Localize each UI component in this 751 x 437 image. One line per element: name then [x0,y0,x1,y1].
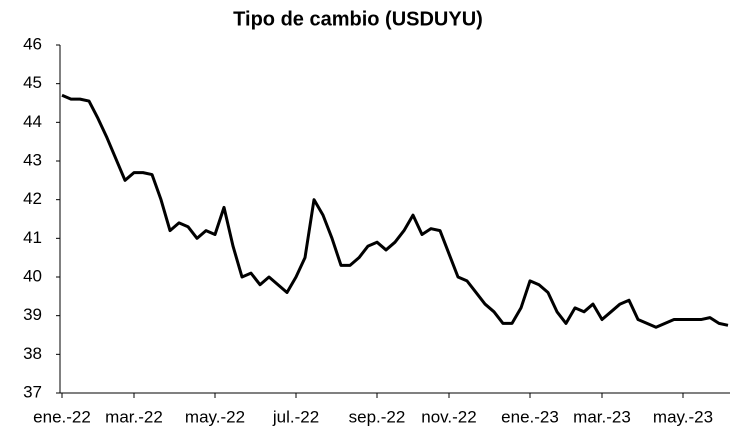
y-tick-label: 40 [23,266,42,285]
y-tick-label: 37 [23,382,42,401]
x-tick-label: mar.-22 [105,407,163,426]
y-tick-label: 38 [23,344,42,363]
x-tick-label: sep.-22 [349,407,406,426]
y-tick-label: 41 [23,228,42,247]
data-line [61,93,729,329]
y-tick-label: 44 [23,112,42,131]
y-tick-label: 43 [23,150,42,169]
y-tick-label: 46 [23,34,42,53]
y-tick-label: 45 [23,73,42,92]
x-tick-label: jul.-22 [272,407,319,426]
y-tick-label: 39 [23,305,42,324]
chart-title: Tipo de cambio (USDUYU) [233,8,483,30]
x-tick-label: ene.-22 [33,407,91,426]
x-tick-label: may.-23 [653,407,713,426]
x-tick-label: ene.-23 [501,407,559,426]
y-tick-label: 42 [23,189,42,208]
x-tick-label: may.-22 [185,407,245,426]
x-tick-label: mar.-23 [573,407,631,426]
x-tick-label: nov.-22 [421,407,476,426]
